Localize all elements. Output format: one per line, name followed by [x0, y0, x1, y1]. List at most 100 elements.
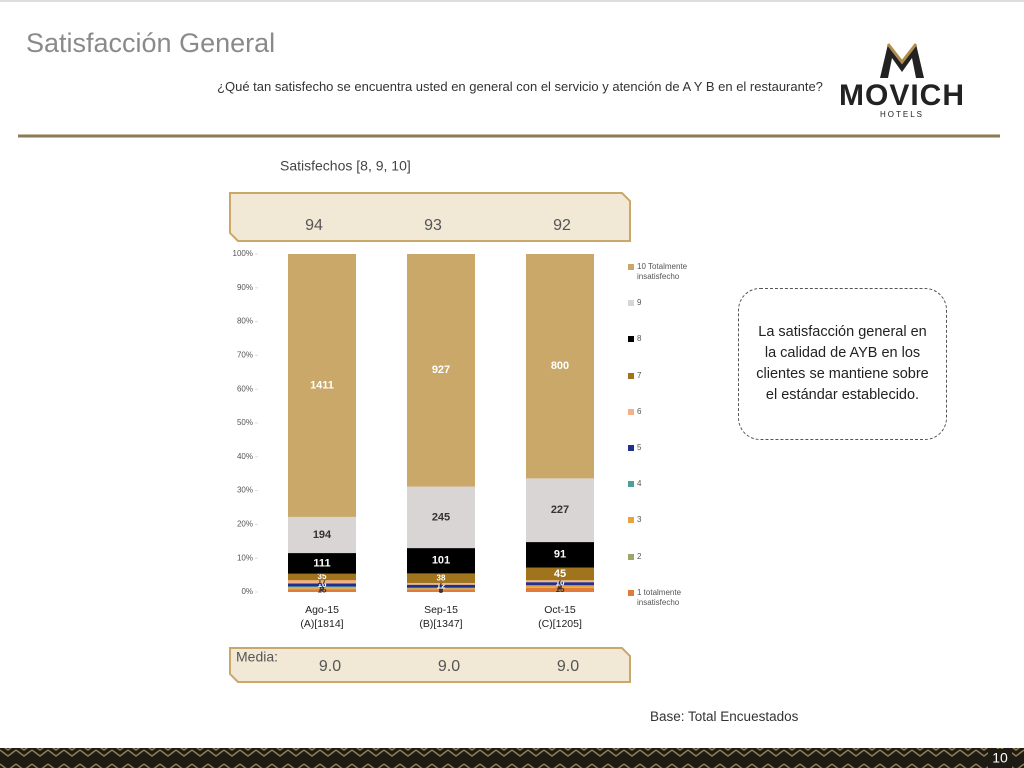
question: ¿Qué tan satisfecho se encuentra usted e…	[217, 79, 823, 94]
legend-swatch	[628, 445, 634, 451]
x-tick-label: (B)[1347]	[419, 618, 462, 630]
chart-subtitle: Satisfechos [8, 9, 10]	[280, 158, 411, 174]
data-label: 194	[313, 529, 332, 541]
legend-label: 7	[637, 370, 642, 380]
y-tick-label: 30%	[237, 486, 253, 495]
data-label: 8	[320, 583, 325, 592]
data-label: 245	[432, 511, 450, 523]
legend-item: 3	[628, 515, 708, 525]
bar-segment	[526, 584, 594, 586]
media-value: 9.0	[557, 658, 579, 675]
y-tick-label: 50%	[237, 418, 253, 427]
bar-segment	[288, 583, 356, 587]
bar-segment	[407, 589, 475, 590]
legend-item: 9	[628, 298, 708, 308]
bar-segment	[407, 589, 475, 592]
bar-segment	[407, 486, 475, 549]
data-label: 5	[558, 582, 563, 591]
legend-label: 2	[637, 551, 642, 561]
bar-segment	[407, 254, 475, 487]
slide-title: Satisfacción General	[26, 28, 276, 58]
media-banner	[229, 647, 631, 683]
callout: La satisfacción general en la calidad de…	[738, 288, 947, 440]
y-tick-label: 10%	[237, 553, 253, 562]
legend-swatch	[628, 336, 634, 343]
bar-segment	[288, 587, 356, 589]
data-label: 101	[432, 555, 450, 567]
page-number-box	[988, 749, 1012, 768]
y-tick-label: 80%	[237, 317, 253, 326]
y-tick-label: 40%	[237, 452, 253, 461]
logo-sub: HOTELS	[880, 110, 924, 119]
legend-label: 9	[637, 298, 642, 308]
x-tick-label: (C)[1205]	[538, 618, 582, 630]
y-tick-label: 90%	[237, 283, 253, 292]
legend-item: 1 totalmente insatisfecho	[628, 588, 708, 608]
legend-item: 10 Totalmente insatisfecho	[628, 262, 708, 282]
bar-segment	[288, 254, 356, 517]
legend-item: 7	[628, 371, 708, 381]
data-label: 800	[551, 360, 569, 372]
legend-swatch	[628, 264, 634, 270]
data-label: 17	[318, 577, 327, 586]
y-tick-label: 70%	[237, 351, 253, 360]
legend-label: 3	[637, 515, 642, 525]
satisfied-value: 93	[424, 217, 442, 234]
bar-segment	[526, 585, 594, 588]
data-label: 7	[439, 579, 444, 588]
legend-swatch	[628, 372, 634, 379]
legend-item: 8	[628, 334, 708, 344]
data-label: 91	[554, 549, 566, 561]
data-label: 38	[437, 573, 446, 582]
footer-band	[0, 748, 1024, 768]
bar-segment	[526, 587, 594, 592]
data-label: 227	[551, 504, 569, 516]
bar-segment	[288, 573, 356, 581]
bar-segment	[288, 586, 356, 588]
legend-swatch	[628, 589, 634, 596]
media-value: 9.0	[438, 658, 460, 675]
data-label: 111	[313, 557, 330, 569]
legend-item: 2	[628, 552, 708, 562]
data-label: 12	[437, 581, 446, 590]
page-number: 10	[992, 750, 1008, 766]
legend-swatch	[628, 517, 634, 524]
legend-label: 4	[637, 479, 642, 489]
y-tick-label: 100%	[233, 249, 253, 258]
logo-mark	[880, 43, 924, 78]
legend-label: 1 totalmente insatisfecho	[637, 587, 682, 607]
bar-segment	[407, 573, 475, 583]
base-note: Base: Total Encuestados	[650, 709, 799, 724]
data-label: 15	[318, 586, 327, 595]
y-tick-label: 60%	[237, 384, 253, 393]
data-label: 927	[432, 364, 450, 376]
legend-item: 5	[628, 443, 708, 453]
bar-segment	[526, 567, 594, 581]
y-tick-label: 0%	[241, 587, 253, 596]
legend-swatch	[628, 300, 634, 307]
legend-label: 10 Totalmente insatisfecho	[637, 262, 688, 281]
bar-segment	[526, 254, 594, 479]
legend-label: 6	[637, 406, 642, 416]
media-value: 9.0	[319, 658, 341, 675]
satisfied-value: 94	[305, 217, 323, 234]
x-tick-label: Oct-15	[544, 604, 576, 616]
bar-segment	[407, 587, 475, 589]
legend-swatch	[628, 553, 634, 560]
bar-segment	[407, 588, 475, 590]
data-label: 15	[556, 585, 565, 594]
legend-label: 5	[637, 443, 642, 452]
bar-segment	[526, 580, 594, 583]
legend-item: 4	[628, 479, 708, 489]
data-label: 10	[556, 579, 565, 588]
data-label: 45	[554, 568, 566, 580]
bar-segment	[288, 553, 356, 574]
legend-swatch	[628, 481, 634, 488]
bar-segment	[288, 588, 356, 590]
data-label: 35	[318, 572, 327, 581]
bar-segment	[407, 584, 475, 588]
x-tick-label: (A)[1814]	[300, 618, 343, 630]
satisfied-value: 92	[553, 217, 571, 234]
